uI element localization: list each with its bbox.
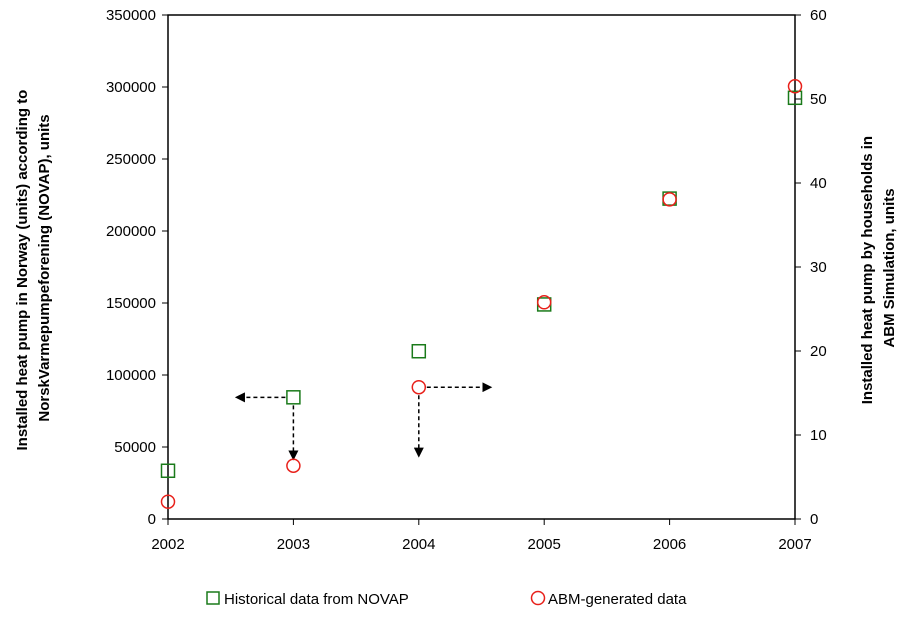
legend-marker-abm [530,590,546,606]
left-y-axis: 0 50000 100000 150000 200000 250000 300000 3500… [106,7,168,528]
right-axis-title-line-1: Installed heat pump by households in [859,136,876,404]
data-point-historical [411,343,427,359]
legend-marker-historical [206,591,220,605]
data-point-historical [787,90,803,106]
right-y-axis: 0 10 20 30 40 50 60 [795,7,827,528]
left-tick-label: 250000 [106,151,156,168]
right-tick-label: 10 [810,427,827,444]
data-point-historical [160,463,176,479]
data-point-abm [411,379,427,395]
data-markers [160,79,803,509]
x-tick-label: 2004 [402,536,435,553]
x-tick-label: 2003 [277,536,310,553]
left-tick-label: 150000 [106,295,156,312]
left-axis-title: Installed heat pump in Norway (units) ac… [14,85,53,450]
right-axis-title-line-2: ABM Simulation, units [881,188,898,347]
legend-label-historical: Historical data from NOVAP [224,591,409,608]
right-tick-label: 40 [810,175,827,192]
right-tick-label: 0 [810,511,818,528]
right-tick-label: 50 [810,91,827,108]
left-tick-label: 100000 [106,367,156,384]
x-tick-label: 2002 [151,536,184,553]
x-tick-label: 2007 [778,536,811,553]
data-point-abm [160,494,176,509]
right-tick-label: 20 [810,343,827,360]
annotation-arrows [234,382,493,461]
plot-area [167,14,796,520]
legend-label-abm: ABM-generated data [548,591,687,608]
left-axis-title-line-2: NorskVarmepumpeforening (NOVAP), units [36,114,53,421]
right-tick-label: 60 [810,7,827,24]
x-tick-label: 2005 [528,536,561,553]
data-point-abm [662,192,677,207]
data-point-abm [787,79,803,94]
left-tick-label: 0 [148,511,156,528]
left-tick-label: 50000 [114,439,156,456]
left-tick-label: 350000 [106,7,156,24]
legend: Historical data from NOVAP ABM-generated… [206,590,687,608]
data-point-historical [286,390,301,405]
data-point-abm [536,295,552,310]
right-tick-label: 30 [810,259,827,276]
data-point-abm [286,458,301,473]
x-axis: 2002 2003 2004 2005 2006 2007 [151,519,812,553]
left-tick-label: 300000 [106,79,156,96]
x-tick-label: 2006 [653,536,686,553]
left-tick-label: 200000 [106,223,156,240]
left-axis-title-line-1: Installed heat pump in Norway (units) ac… [14,90,31,451]
right-axis-title: Installed heat pump by households in ABM… [859,132,898,405]
